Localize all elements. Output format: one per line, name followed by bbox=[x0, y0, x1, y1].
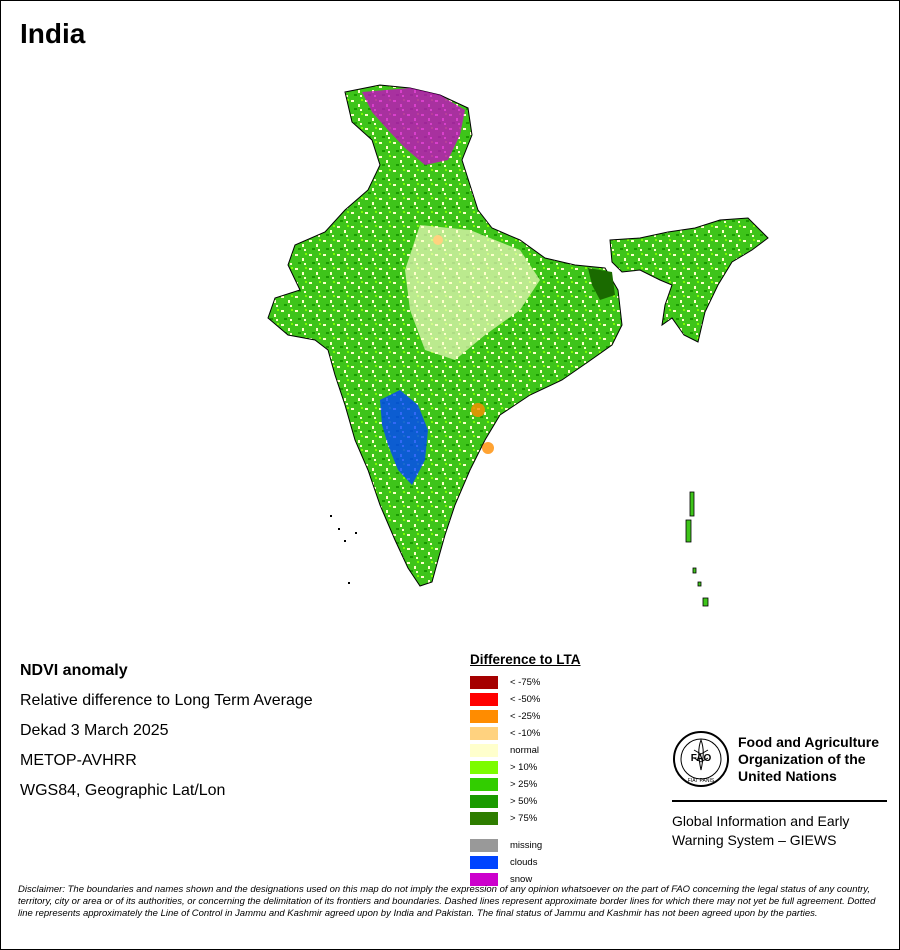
legend-label: < -25% bbox=[510, 711, 541, 722]
legend-swatch bbox=[470, 873, 498, 886]
divider bbox=[672, 800, 887, 802]
legend-item: > 50% bbox=[470, 793, 670, 810]
legend-label: > 10% bbox=[510, 762, 538, 773]
legend-label: snow bbox=[510, 874, 533, 885]
legend-item: < -75% bbox=[470, 674, 670, 691]
map-info: NDVI anomaly Relative difference to Long… bbox=[20, 656, 450, 806]
giews-line1: Global Information and Early bbox=[672, 813, 850, 829]
legend-item: normal bbox=[470, 742, 670, 759]
fao-name-line1: Food and Agriculture bbox=[738, 734, 880, 750]
svg-text:FAO: FAO bbox=[691, 753, 712, 764]
product-period: Dekad 3 March 2025 bbox=[20, 722, 169, 739]
product-sensor: METOP-AVHRR bbox=[20, 752, 137, 769]
snow-region bbox=[362, 88, 465, 165]
normal-region bbox=[405, 225, 540, 360]
fao-name-line3: United Nations bbox=[738, 768, 837, 784]
legend-label: < -10% bbox=[510, 728, 541, 739]
legend-swatch bbox=[470, 812, 498, 825]
legend-label: > 75% bbox=[510, 813, 538, 824]
legend-label: clouds bbox=[510, 857, 538, 868]
legend-swatch bbox=[470, 778, 498, 791]
dry-patch bbox=[433, 235, 443, 245]
legend-label: > 25% bbox=[510, 779, 538, 790]
dry-patch bbox=[482, 442, 494, 454]
dense-green-patch bbox=[588, 268, 615, 300]
legend-item: < -50% bbox=[470, 691, 670, 708]
legend: Difference to LTA < -75% < -50% < -25% < -1… bbox=[470, 652, 670, 888]
legend-item: > 25% bbox=[470, 776, 670, 793]
product-description: Relative difference to Long Term Average bbox=[20, 692, 313, 709]
fao-name-line2: Organization of the bbox=[738, 751, 866, 767]
legend-swatch bbox=[470, 761, 498, 774]
legend-item: clouds bbox=[470, 854, 670, 871]
lakshadweep-islands bbox=[330, 515, 357, 584]
dry-patch bbox=[471, 403, 485, 417]
legend-item: > 10% bbox=[470, 759, 670, 776]
legend-swatch bbox=[470, 727, 498, 740]
legend-swatch bbox=[470, 710, 498, 723]
legend-label: missing bbox=[510, 840, 543, 851]
legend-item: < -10% bbox=[470, 725, 670, 742]
cloud-region bbox=[380, 390, 428, 485]
legend-swatch bbox=[470, 839, 498, 852]
legend-item: missing bbox=[470, 837, 670, 854]
disclaimer: Disclaimer: The boundaries and names sho… bbox=[18, 884, 876, 919]
fao-name: Food and Agriculture Organization of the… bbox=[738, 734, 898, 785]
legend-item: > 75% bbox=[470, 810, 670, 827]
legend-label: > 50% bbox=[510, 796, 538, 807]
legend-label: normal bbox=[510, 745, 540, 756]
product-heading: NDVI anomaly bbox=[20, 662, 128, 679]
india-map bbox=[267, 84, 769, 607]
fao-logo-icon: FAO FIAT PANIS bbox=[673, 731, 729, 787]
legend-swatch bbox=[470, 676, 498, 689]
northeast-india bbox=[609, 217, 769, 343]
legend-swatch bbox=[470, 856, 498, 869]
legend-title: Difference to LTA bbox=[470, 652, 581, 667]
legend-item: snow bbox=[470, 871, 670, 888]
giews-name: Global Information and Early Warning Sys… bbox=[672, 812, 892, 850]
andaman-islands bbox=[685, 491, 709, 607]
map-title: India bbox=[20, 18, 86, 49]
legend-label: < -50% bbox=[510, 694, 541, 705]
legend-item: < -25% bbox=[470, 708, 670, 725]
legend-swatch bbox=[470, 795, 498, 808]
svg-text:FIAT PANIS: FIAT PANIS bbox=[688, 778, 715, 784]
legend-label: < -75% bbox=[510, 677, 541, 688]
product-projection: WGS84, Geographic Lat/Lon bbox=[20, 782, 226, 799]
legend-swatch bbox=[470, 693, 498, 706]
giews-line2: Warning System – GIEWS bbox=[672, 832, 837, 848]
legend-swatch bbox=[470, 744, 498, 757]
